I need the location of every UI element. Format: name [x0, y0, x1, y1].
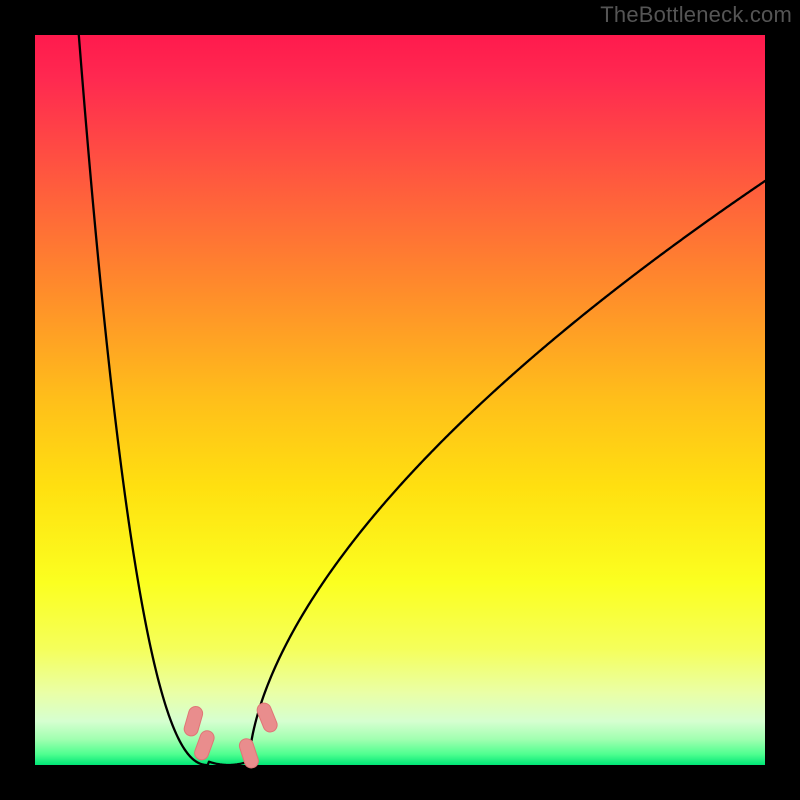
plot-area	[35, 35, 765, 765]
stage: TheBottleneck.com	[0, 0, 800, 800]
watermark-text: TheBottleneck.com	[600, 2, 792, 28]
bottleneck-chart	[0, 0, 800, 800]
